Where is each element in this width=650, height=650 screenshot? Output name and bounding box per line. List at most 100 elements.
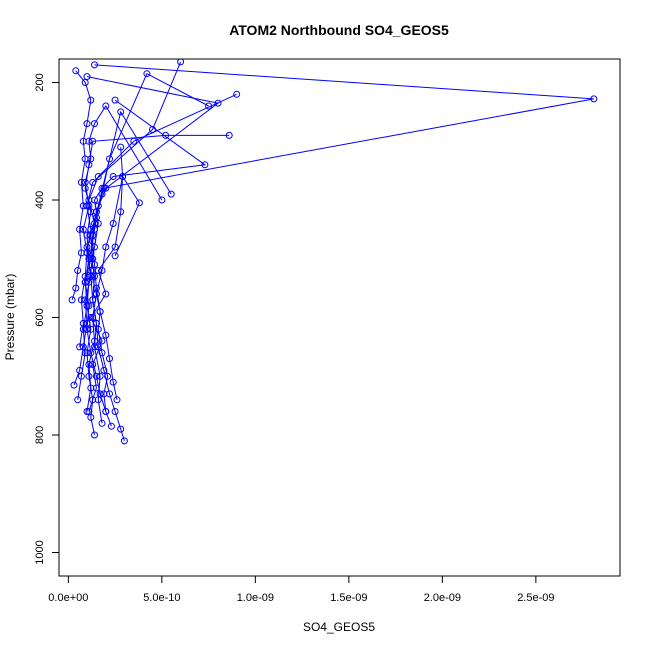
x-tick-label: 5.0e-10 bbox=[143, 592, 180, 604]
data-point bbox=[102, 331, 110, 339]
series-layer bbox=[68, 59, 598, 445]
data-point bbox=[77, 296, 85, 304]
data-point bbox=[91, 343, 98, 351]
data-point bbox=[117, 208, 125, 216]
data-point bbox=[89, 137, 97, 145]
data-point bbox=[91, 272, 98, 280]
data-point bbox=[83, 120, 91, 128]
data-point bbox=[87, 96, 95, 104]
data-point bbox=[119, 173, 127, 180]
data-point bbox=[98, 349, 106, 357]
x-tick-label: 1.5e-09 bbox=[330, 592, 367, 604]
series-line-10 bbox=[71, 70, 92, 301]
data-point bbox=[107, 422, 115, 430]
data-point bbox=[89, 296, 97, 304]
data-point bbox=[111, 96, 119, 104]
data-point bbox=[79, 319, 87, 327]
data-point bbox=[149, 126, 156, 133]
data-point bbox=[201, 161, 209, 169]
y-tick-label: 200 bbox=[34, 73, 46, 91]
y-tick-label: 1000 bbox=[34, 540, 46, 564]
data-point bbox=[104, 372, 112, 380]
data-point bbox=[96, 308, 104, 316]
data-point bbox=[117, 143, 125, 151]
x-tick-label: 2.0e-09 bbox=[424, 592, 461, 604]
data-point bbox=[98, 267, 106, 274]
data-point bbox=[91, 61, 98, 69]
y-axis-label: Pressure (mbar) bbox=[3, 274, 17, 361]
y-tick-label: 400 bbox=[34, 191, 46, 209]
data-point bbox=[83, 249, 91, 257]
data-point bbox=[87, 413, 95, 421]
data-point bbox=[87, 155, 95, 163]
data-point bbox=[92, 372, 100, 380]
data-point bbox=[111, 252, 119, 260]
data-point bbox=[83, 325, 91, 333]
x-axis: 0.0e+00 5.0e-10 1.0e-09 1.5e-09 2.0e-09 2.5e-… bbox=[48, 575, 555, 604]
data-point bbox=[111, 408, 119, 415]
data-point bbox=[79, 225, 87, 233]
data-point bbox=[70, 381, 78, 389]
data-point bbox=[162, 131, 170, 139]
series-line-3 bbox=[84, 64, 594, 427]
data-point bbox=[83, 202, 91, 210]
data-point bbox=[74, 267, 82, 274]
data-point bbox=[91, 196, 98, 204]
data-point bbox=[92, 214, 100, 222]
data-point bbox=[177, 59, 185, 66]
series-line-2 bbox=[73, 93, 237, 386]
data-point bbox=[91, 120, 98, 128]
data-point bbox=[233, 90, 241, 98]
data-point bbox=[91, 261, 98, 269]
data-point bbox=[96, 372, 104, 380]
data-point bbox=[98, 419, 106, 427]
data-point bbox=[85, 137, 93, 145]
data-point bbox=[89, 237, 97, 245]
data-point bbox=[102, 102, 110, 110]
data-point bbox=[81, 272, 89, 280]
data-point bbox=[106, 155, 113, 163]
data-point bbox=[85, 372, 93, 380]
data-point bbox=[98, 190, 106, 198]
data-point bbox=[111, 243, 119, 251]
data-point bbox=[106, 355, 113, 363]
data-point bbox=[205, 102, 213, 110]
data-point bbox=[113, 396, 121, 404]
chart-title: ATOM2 Northbound SO4_GEOS5 bbox=[229, 22, 449, 38]
data-point bbox=[68, 296, 76, 304]
data-point bbox=[109, 378, 117, 386]
series-line-11 bbox=[95, 175, 140, 412]
x-tick-label: 1.0e-09 bbox=[237, 592, 274, 604]
data-point bbox=[77, 372, 85, 380]
data-point bbox=[102, 243, 110, 251]
data-point bbox=[158, 196, 166, 204]
data-point bbox=[100, 390, 108, 398]
data-point bbox=[92, 290, 100, 298]
data-point bbox=[214, 99, 222, 107]
data-point bbox=[117, 108, 125, 116]
series-line-1 bbox=[88, 147, 124, 412]
y-tick-label: 800 bbox=[34, 426, 46, 444]
data-point bbox=[74, 396, 82, 404]
data-point bbox=[76, 343, 84, 351]
data-point bbox=[87, 325, 95, 333]
data-point bbox=[109, 173, 117, 180]
data-point bbox=[85, 302, 93, 310]
data-point bbox=[135, 199, 143, 207]
data-point bbox=[81, 349, 89, 357]
series-line-9 bbox=[92, 73, 209, 400]
data-point bbox=[76, 225, 84, 233]
data-point bbox=[91, 431, 98, 439]
data-point bbox=[590, 95, 598, 103]
data-point bbox=[89, 178, 97, 186]
data-point bbox=[83, 302, 91, 310]
data-point bbox=[117, 425, 125, 433]
x-tick-label: 2.5e-09 bbox=[517, 592, 554, 604]
data-point bbox=[72, 284, 80, 292]
data-point bbox=[94, 325, 102, 333]
data-point bbox=[85, 202, 93, 210]
y-tick-label: 600 bbox=[34, 308, 46, 326]
data-point bbox=[83, 408, 91, 415]
data-point bbox=[120, 437, 128, 445]
